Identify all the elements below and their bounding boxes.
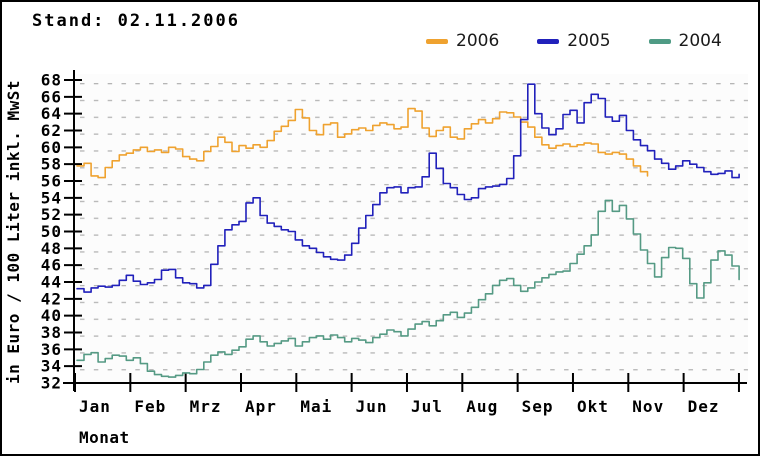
y-tick-label: 66 [41,87,62,106]
chart-title: Stand: 02.11.2006 [32,11,240,31]
y-tick-label: 68 [41,71,62,90]
x-tick-label: Jan [79,397,111,416]
legend-item-2005: 2005 [537,31,611,51]
series-line-2005 [76,83,740,293]
y-tick-label: 50 [41,222,62,241]
y-tick-label: 56 [41,172,62,191]
y-axis-title: in Euro / 100 Liter inkl. MwSt [4,80,23,384]
y-tick-label: 40 [41,306,62,325]
y-tick-label: 32 [41,374,62,393]
y-tick-label: 58 [41,155,62,174]
x-tick-label: Apr [245,397,277,416]
y-tick-label: 64 [41,104,62,123]
series-line-2006 [76,107,649,179]
y-tick-label: 44 [41,273,62,292]
grid-dots [78,76,748,381]
x-tick-label: Sep [522,397,554,416]
y-tick-label: 34 [41,357,62,376]
x-tick-label: Nov [632,397,664,416]
x-tick-label: Okt [577,397,609,416]
y-tick-label: 42 [41,289,62,308]
x-tick-label: Aug [466,397,498,416]
y-tick-label: 36 [41,340,62,359]
series-line-2004 [76,199,740,378]
y-tick-label: 48 [41,239,62,258]
y-tick-label: 62 [41,121,62,140]
y-tick-label: 46 [41,256,62,275]
legend-item-2004: 2004 [648,31,722,51]
x-tick-label: Mrz [190,397,222,416]
x-tick-label: Feb [134,397,166,416]
legend-item-2006: 2006 [426,33,499,50]
legend-label-2005: 2005 [567,31,611,51]
legend-swatch-2004 [648,39,671,44]
x-tick-label: Jun [356,397,388,416]
y-tick-label: 54 [41,188,62,207]
y-tick-label: 38 [41,323,62,342]
legend: 2006 2005 2004 [426,33,722,50]
legend-swatch-2006 [426,39,448,44]
x-tick-label: Dez [688,397,720,416]
x-axis-title: Monat [79,428,130,447]
y-tick-label: 52 [41,205,62,224]
x-tick-label: Mai [300,397,332,416]
legend-label-2004: 2004 [678,31,722,51]
x-tick-label: Jul [411,397,443,416]
x-axis-ticks: Jan Feb Mrz Apr Mai Jun Jul Aug Sep Okt Nov Dez [74,373,740,416]
y-tick-label: 60 [41,138,62,157]
legend-swatch-2005 [537,39,560,44]
legend-label-2006: 2006 [456,31,500,51]
